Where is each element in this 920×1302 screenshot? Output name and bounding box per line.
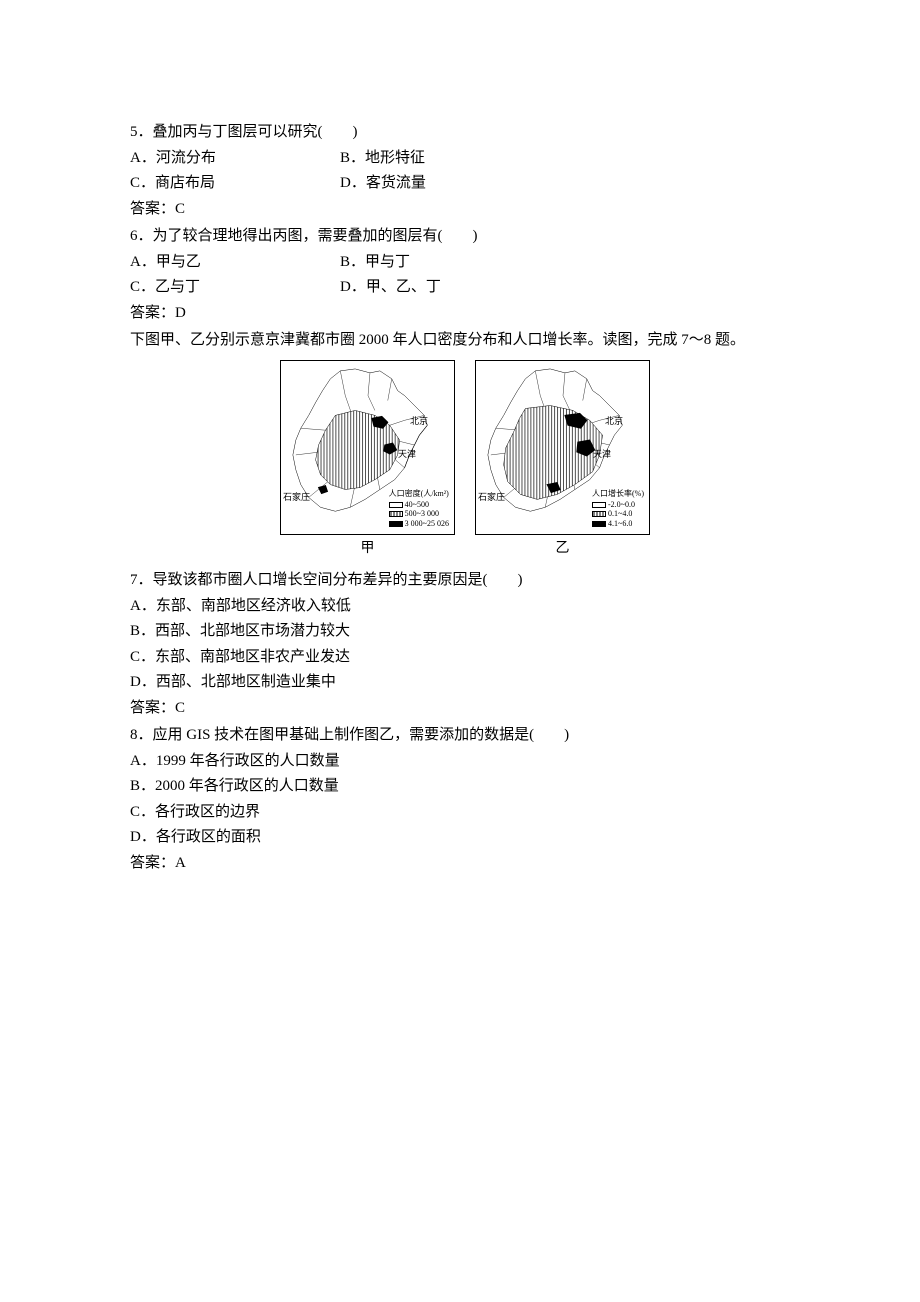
option-7b: B．西部、北部地区市场潜力较大 [130, 619, 800, 645]
answer-5: 答案：C [130, 197, 800, 223]
option-8d: D．各行政区的面积 [130, 825, 800, 851]
city-sjz-2: 石家庄 [478, 490, 505, 505]
option-5c: C．商店布局 [130, 171, 340, 197]
question-6-options-row2: C．乙与丁 D．甲、乙、丁 [130, 275, 800, 301]
legend-2: 人口增长率(%) -2.0~0.0 0.1~4.0 4.1~6.0 [591, 488, 645, 529]
option-8b: B．2000 年各行政区的人口数量 [130, 774, 800, 800]
option-6d: D．甲、乙、丁 [340, 275, 441, 301]
option-5a: A．河流分布 [130, 146, 340, 172]
option-6a: A．甲与乙 [130, 250, 340, 276]
question-5-options-row1: A．河流分布 B．地形特征 [130, 146, 800, 172]
map-jia: 北京 天津 石家庄 人口密度(人/km²) 40~500 500~3 000 3… [280, 360, 455, 561]
legend-1-item2: 500~3 000 [389, 509, 449, 519]
map-yi: 北京 天津 石家庄 人口增长率(%) -2.0~0.0 0.1~4.0 4.1~… [475, 360, 650, 561]
option-6b: B．甲与丁 [340, 250, 410, 276]
option-8c: C．各行政区的边界 [130, 800, 800, 826]
legend-2-item1: -2.0~0.0 [592, 500, 644, 510]
legend-2-title: 人口增长率(%) [592, 489, 644, 499]
answer-7: 答案：C [130, 696, 800, 722]
question-7-text: 7．导致该都市圈人口增长空间分布差异的主要原因是( ) [130, 568, 800, 594]
city-sjz-1: 石家庄 [283, 490, 310, 505]
figure-maps: 北京 天津 石家庄 人口密度(人/km²) 40~500 500~3 000 3… [130, 360, 800, 561]
question-6-text: 6．为了较合理地得出丙图，需要叠加的图层有( ) [130, 224, 800, 250]
intro-7-8: 下图甲、乙分别示意京津冀都市圈 2000 年人口密度分布和人口增长率。读图，完成… [130, 328, 800, 354]
option-7c: C．东部、南部地区非农产业发达 [130, 645, 800, 671]
legend-1-title: 人口密度(人/km²) [389, 489, 449, 499]
option-7d: D．西部、北部地区制造业集中 [130, 670, 800, 696]
question-6-options-row1: A．甲与乙 B．甲与丁 [130, 250, 800, 276]
question-7: 7．导致该都市圈人口增长空间分布差异的主要原因是( ) A．东部、南部地区经济收… [130, 568, 800, 721]
option-5b: B．地形特征 [340, 146, 425, 172]
option-5d: D．客货流量 [340, 171, 426, 197]
question-5-options-row2: C．商店布局 D．客货流量 [130, 171, 800, 197]
answer-6: 答案：D [130, 301, 800, 327]
option-7a: A．东部、南部地区经济收入较低 [130, 594, 800, 620]
legend-1-item1: 40~500 [389, 500, 449, 510]
legend-1: 人口密度(人/km²) 40~500 500~3 000 3 000~25 02… [388, 488, 450, 529]
option-6c: C．乙与丁 [130, 275, 340, 301]
question-8: 8．应用 GIS 技术在图甲基础上制作图乙，需要添加的数据是( ) A．1999… [130, 723, 800, 876]
question-5-text: 5．叠加丙与丁图层可以研究( ) [130, 120, 800, 146]
legend-1-item3: 3 000~25 026 [389, 519, 449, 529]
map-yi-box: 北京 天津 石家庄 人口增长率(%) -2.0~0.0 0.1~4.0 4.1~… [475, 360, 650, 535]
answer-8: 答案：A [130, 851, 800, 877]
map-jia-box: 北京 天津 石家庄 人口密度(人/km²) 40~500 500~3 000 3… [280, 360, 455, 535]
option-8a: A．1999 年各行政区的人口数量 [130, 749, 800, 775]
map-jia-label: 甲 [361, 537, 375, 561]
legend-2-item2: 0.1~4.0 [592, 509, 644, 519]
question-8-text: 8．应用 GIS 技术在图甲基础上制作图乙，需要添加的数据是( ) [130, 723, 800, 749]
question-6: 6．为了较合理地得出丙图，需要叠加的图层有( ) A．甲与乙 B．甲与丁 C．乙… [130, 224, 800, 326]
map-yi-label: 乙 [556, 537, 570, 561]
question-5: 5．叠加丙与丁图层可以研究( ) A．河流分布 B．地形特征 C．商店布局 D．… [130, 120, 800, 222]
legend-2-item3: 4.1~6.0 [592, 519, 644, 529]
